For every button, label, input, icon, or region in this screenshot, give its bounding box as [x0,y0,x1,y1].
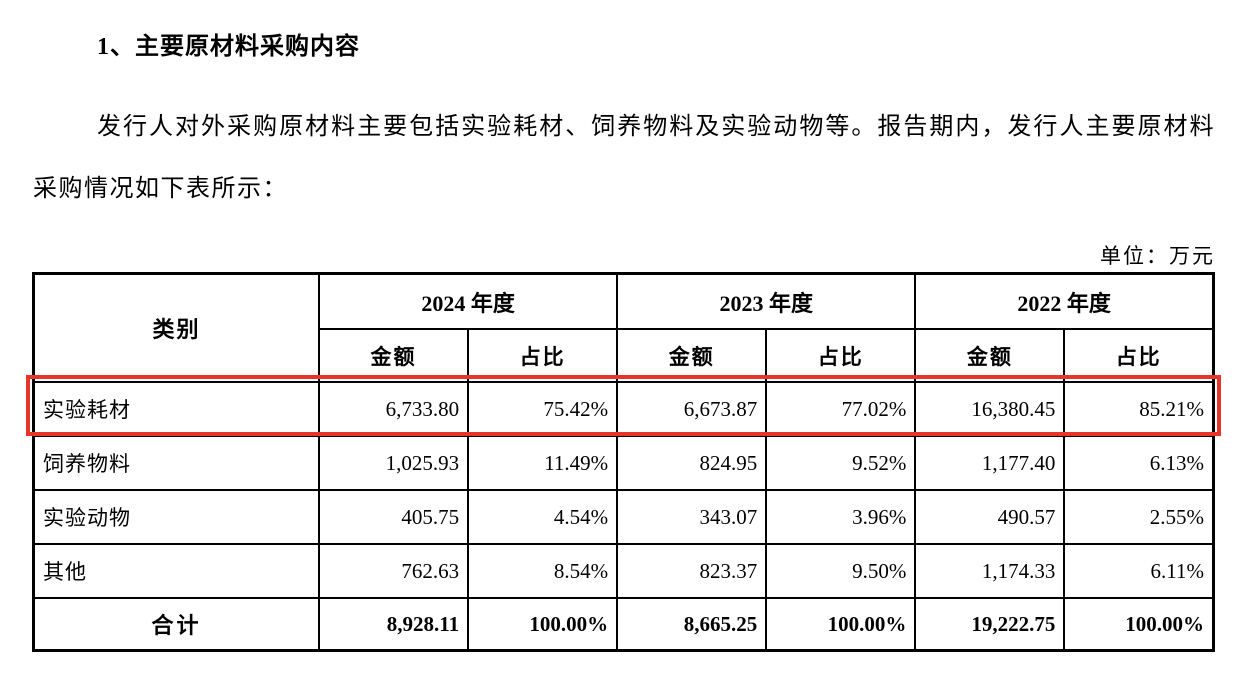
cell-amount-2022: 16,380.45 [914,381,1066,437]
header-year-2022: 2022 年度 [914,272,1215,330]
cell-amount-2024: 6,733.80 [317,381,470,437]
cell-amount-2023: 824.95 [616,435,768,491]
cell-amount-2024: 405.75 [317,489,470,545]
row-category: 合计 [32,597,320,652]
cell-amount-2022: 490.57 [914,489,1066,545]
cell-ratio-2022: 6.13% [1063,435,1215,491]
header-ratio-2022: 占比 [1063,328,1215,383]
table-header-year-row: 类别 2024 年度 2023 年度 2022 年度 [32,272,1215,383]
row-category: 饲养物料 [32,435,320,491]
cell-ratio-2023: 9.50% [765,543,917,599]
cell-amount-2023: 823.37 [616,543,768,599]
cell-ratio-2022: 2.55% [1063,489,1215,545]
cell-amount-2024: 1,025.93 [317,435,470,491]
header-amount-2024: 金额 [317,328,470,383]
cell-amount-2023: 343.07 [616,489,768,545]
cell-amount-2022: 1,177.40 [914,435,1066,491]
cell-amount-2022: 1,174.33 [914,543,1066,599]
header-ratio-2023: 占比 [765,328,917,383]
header-category: 类别 [32,272,320,383]
row-category: 实验动物 [32,489,320,545]
section-heading: 1、主要原材料采购内容 [97,34,360,60]
header-amount-2023: 金额 [616,328,768,383]
header-year-2024: 2024 年度 [317,272,619,330]
cell-ratio-2024: 100.00% [467,597,619,652]
table-header-sub-row: 金额 占比 金额 占比 金额 占比 [34,328,1215,383]
procurement-table-wrap: 类别 2024 年度 2023 年度 2022 年度 金额 占比 金额 占比 金… [26,272,1221,652]
header-year-2023: 2023 年度 [616,272,917,330]
header-amount-2022: 金额 [914,328,1066,383]
cell-ratio-2023: 77.02% [765,381,917,437]
cell-amount-2024: 762.63 [317,543,470,599]
procurement-table: 类别 2024 年度 2023 年度 2022 年度 金额 占比 金额 占比 金… [32,272,1215,652]
cell-ratio-2024: 8.54% [467,543,619,599]
row-category: 实验耗材 [32,381,320,437]
cell-ratio-2023: 100.00% [765,597,917,652]
table-row-feed-materials: 饲养物料 1,025.93 11.49% 824.95 9.52% 1,177.… [32,435,1215,491]
row-category: 其他 [32,543,320,599]
cell-amount-2022: 19,222.75 [914,597,1066,652]
cell-amount-2023: 6,673.87 [616,381,768,437]
table-row-lab-consumables: 实验耗材 6,733.80 75.42% 6,673.87 77.02% 16,… [32,381,1215,437]
cell-ratio-2024: 4.54% [467,489,619,545]
cell-ratio-2024: 11.49% [467,435,619,491]
cell-ratio-2022: 85.21% [1063,381,1215,437]
table-row-others: 其他 762.63 8.54% 823.37 9.50% 1,174.33 6.… [32,543,1215,599]
cell-ratio-2022: 6.11% [1063,543,1215,599]
cell-amount-2023: 8,665.25 [616,597,768,652]
cell-ratio-2023: 3.96% [765,489,917,545]
unit-label: 单位：万元 [1100,244,1215,268]
table-row-total: 合计 8,928.11 100.00% 8,665.25 100.00% 19,… [32,597,1215,652]
body-paragraph: 发行人对外采购原材料主要包括实验耗材、饲养物料及实验动物等。报告期内，发行人主要… [33,114,1215,202]
cell-ratio-2024: 75.42% [467,381,619,437]
header-ratio-2024: 占比 [467,328,619,383]
cell-amount-2024: 8,928.11 [317,597,470,652]
cell-ratio-2022: 100.00% [1063,597,1215,652]
cell-ratio-2023: 9.52% [765,435,917,491]
table-row-lab-animals: 实验动物 405.75 4.54% 343.07 3.96% 490.57 2.… [32,489,1215,545]
